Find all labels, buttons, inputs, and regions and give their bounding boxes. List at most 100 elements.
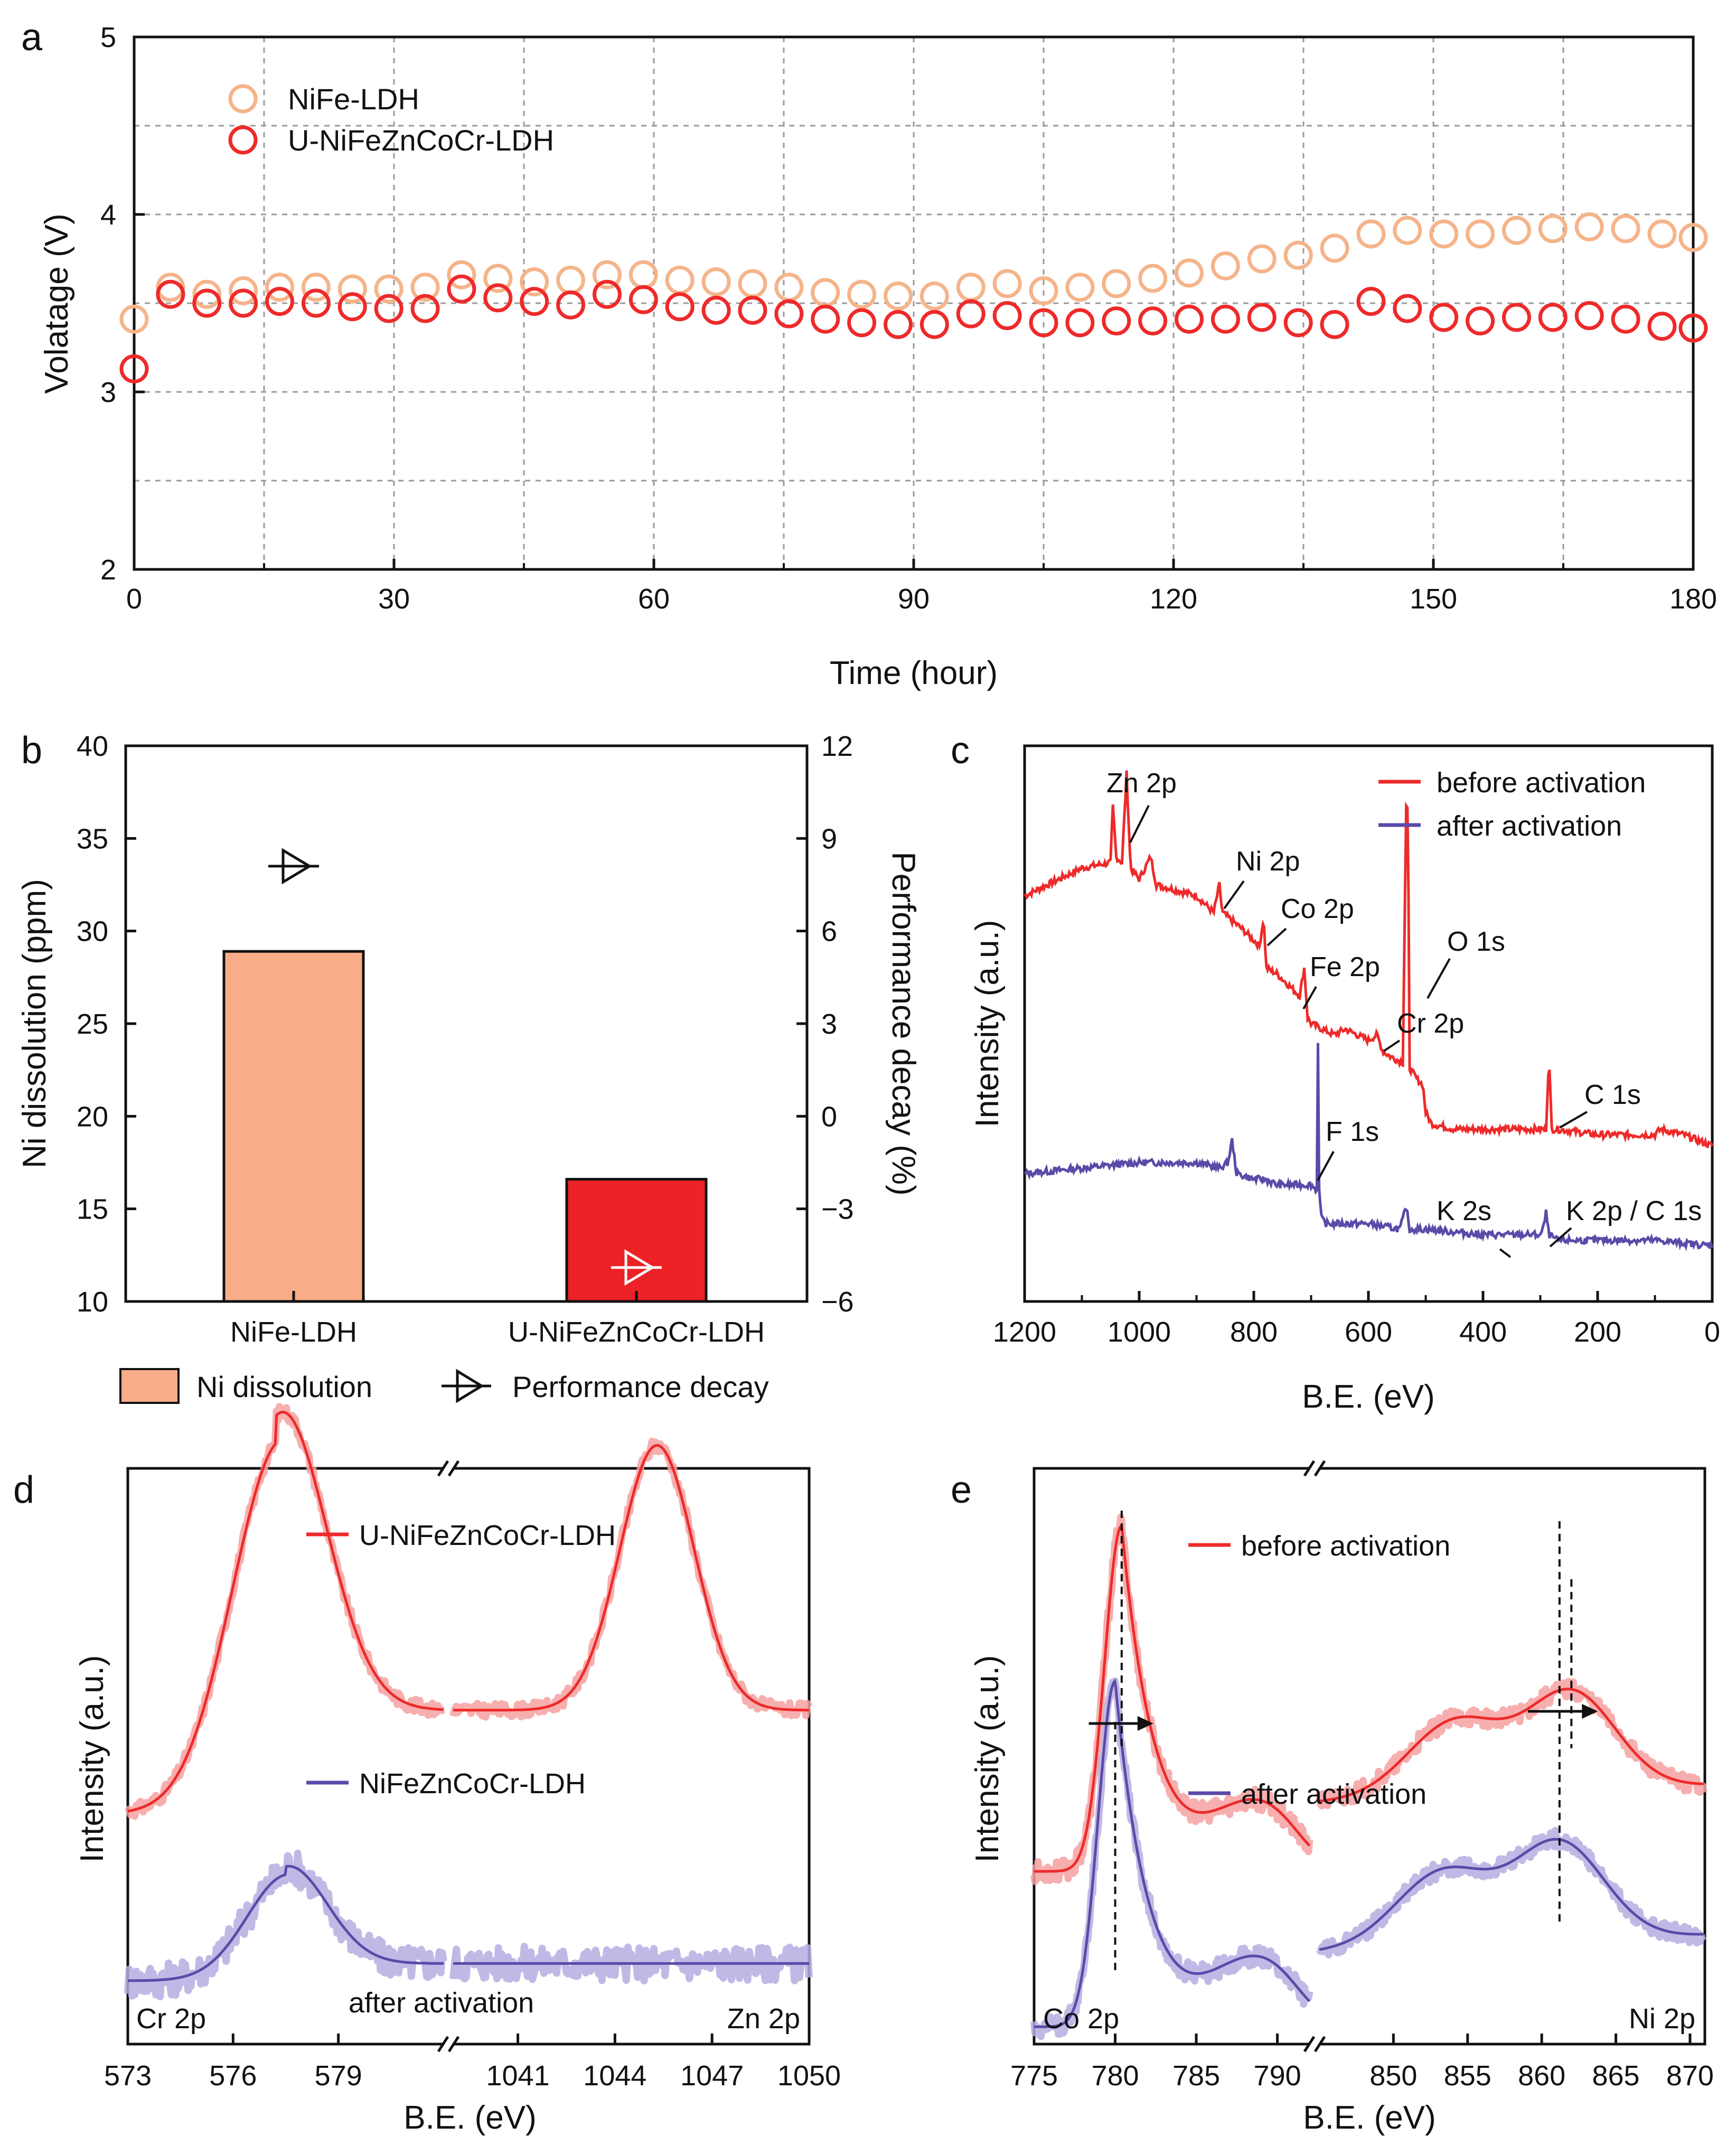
- nife-point: [1502, 216, 1531, 245]
- panel-e-ylabel: Intensity (a.u.): [969, 1655, 1006, 1863]
- nife-point: [1283, 240, 1313, 270]
- annotation-leader: [1427, 958, 1451, 999]
- u-ldh-point: [811, 304, 840, 334]
- u-ldh-point: [1175, 304, 1204, 334]
- x-tick-label: 180: [1669, 583, 1717, 615]
- before-fit-ni2p: [1319, 1688, 1704, 1803]
- legend-label-nife: NiFe-LDH: [288, 82, 419, 116]
- panel-e-frame: [1033, 1467, 1706, 2046]
- break-mark: [437, 2036, 449, 2053]
- nife-point: [919, 282, 949, 311]
- legend-label-d-u-ldh: U-NiFeZnCoCr-LDH: [359, 1520, 616, 1551]
- u-ldh-fit-zn2p: [453, 1444, 809, 1712]
- x-tick-label: 600: [1345, 1316, 1392, 1348]
- u-ldh-point: [1429, 303, 1459, 332]
- u-ldh-point: [1138, 306, 1168, 336]
- u-ldh-point: [1647, 312, 1677, 341]
- nife-point: [1320, 233, 1349, 263]
- performance-decay-marker: [611, 1249, 662, 1286]
- y2-tick-label: −3: [821, 1194, 854, 1225]
- panel-a-letter: a: [21, 16, 43, 59]
- y2-tick-label: 0: [821, 1101, 837, 1132]
- panel-e-co-ni-chart: e 775 780 785 790 850 855 860 865 870 B.E. (eV) …: [951, 1460, 1714, 2136]
- panel-d-label-after: after activation: [349, 1987, 534, 2019]
- annotation-leader: [1383, 1039, 1401, 1052]
- legend-label-e-before: before activation: [1241, 1530, 1450, 1562]
- panel-c-xlabel: B.E. (eV): [1302, 1379, 1435, 1415]
- u-ldh-point: [374, 294, 403, 323]
- panel-b-ticks: 10 15 20 25 30 35 40 −6 −3 0 3 6 9 12 NiFe-LDH U-NiFeZn…: [77, 730, 854, 1348]
- nife-point: [410, 273, 440, 302]
- x-tick-label: 1050: [777, 2060, 841, 2092]
- u-ldh-point: [447, 274, 476, 304]
- annotation-leader: [1499, 1248, 1512, 1258]
- y-tick-label: 15: [77, 1194, 108, 1225]
- nife-point: [883, 282, 913, 311]
- annotation-leader: [1266, 928, 1287, 947]
- x-tick-label: 1200: [993, 1316, 1056, 1348]
- nife-point: [192, 279, 222, 309]
- u-ldh-point: [1502, 303, 1531, 332]
- peak-annotation: O 1s: [1447, 926, 1505, 957]
- ni-dissolution-bar: [222, 950, 365, 1303]
- x-tick-label: 400: [1459, 1316, 1507, 1348]
- panel-c-ylabel: Intensity (a.u.): [969, 920, 1006, 1128]
- legend-marker-performance-decay: [442, 1369, 491, 1403]
- u-ldh-point: [337, 292, 367, 322]
- legend-label-performance-decay: Performance decay: [512, 1370, 769, 1403]
- y2-tick-label: 6: [821, 916, 837, 948]
- break-mark: [1303, 2036, 1316, 2053]
- x-tick-label: 1041: [486, 2060, 549, 2092]
- x-tick-label: 860: [1518, 2060, 1565, 2092]
- nife-point: [1210, 251, 1240, 280]
- u-ldh-point: [1029, 308, 1058, 338]
- y2-tick-label: 3: [821, 1008, 837, 1040]
- u-ldh-point: [847, 308, 877, 338]
- panel-a-ticks: 0 30 60 90 120 150 180 2 3 4 5: [100, 22, 1717, 615]
- x-tick-label: 790: [1254, 2060, 1301, 2092]
- nife-point: [1393, 216, 1422, 245]
- u-ldh-point: [1538, 303, 1568, 332]
- nife-point: [592, 260, 622, 289]
- category-label: NiFe-LDH: [230, 1316, 357, 1348]
- panel-a-grid: [134, 37, 1693, 569]
- y-tick-label: 35: [77, 823, 108, 855]
- u-ldh-point: [701, 295, 731, 325]
- nife-point: [847, 279, 877, 309]
- nife-point: [1029, 276, 1058, 305]
- co-shift-arrow-head: [1137, 1716, 1153, 1731]
- panel-c-letter: c: [951, 729, 970, 772]
- nife-point: [1678, 223, 1708, 252]
- nife-point: [1611, 214, 1640, 243]
- panel-e-label-co2p: Co 2p: [1043, 2003, 1119, 2035]
- panel-b-legend: Ni dissolution Performance decay: [119, 1368, 769, 1404]
- nife-point: [520, 267, 549, 297]
- nife-point: [1647, 219, 1677, 249]
- u-ldh-point: [1210, 304, 1240, 334]
- x-tick-label: 60: [638, 583, 670, 615]
- panel-d-label-cr2p: Cr 2p: [136, 2003, 206, 2035]
- peak-annotation: K 2s: [1437, 1196, 1491, 1226]
- x-tick-label: 579: [315, 2060, 362, 2092]
- break-mark: [1303, 1460, 1316, 1477]
- nife-point: [447, 260, 476, 289]
- peak-annotation: K 2p / C 1s: [1566, 1196, 1702, 1226]
- y-tick-label: 25: [77, 1008, 108, 1040]
- u-ldh-point: [156, 279, 185, 309]
- x-tick-label: 0: [1704, 1316, 1720, 1348]
- u-ldh-point: [229, 288, 258, 318]
- before-raw-co2p: [1030, 1513, 1313, 1885]
- u-ldh-point: [556, 290, 586, 320]
- x-tick-label: 0: [126, 583, 142, 615]
- legend-marker-u-ldh: [228, 125, 258, 155]
- u-ldh-point: [919, 310, 949, 339]
- panel-b-y2label: Performance decay (%): [885, 851, 922, 1195]
- y-tick-label: 5: [100, 22, 116, 53]
- legend-label-before: before activation: [1437, 767, 1646, 799]
- marker-triangle: [624, 1249, 655, 1286]
- legend-swatch-ni-dissolution: [119, 1368, 180, 1404]
- x-tick-label: 90: [898, 583, 930, 615]
- before-fit-co2p: [1034, 1523, 1311, 1873]
- nife-point: [374, 274, 403, 304]
- nife-point: [628, 260, 658, 289]
